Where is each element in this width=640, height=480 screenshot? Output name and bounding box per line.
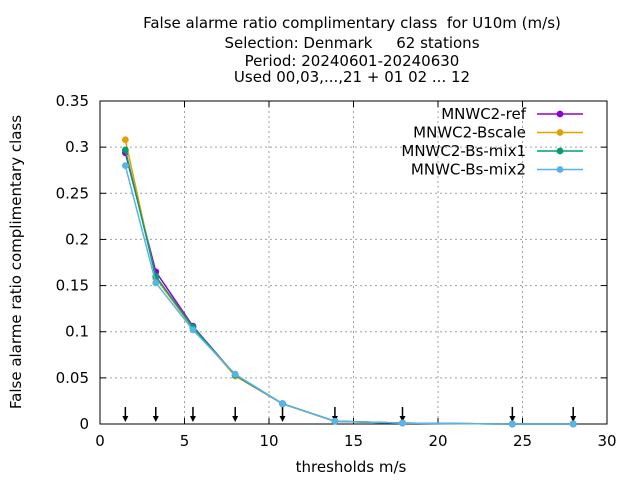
data-point [152, 279, 160, 287]
legend-entry: MNWC2-Bscale [413, 124, 583, 142]
series-mnwc2-ref [121, 149, 577, 428]
x-tick-label: 0 [95, 432, 105, 450]
y-tick-label: 0.25 [56, 184, 89, 202]
legend-label: MNWC2-Bscale [413, 124, 526, 142]
y-tick-label: 0.35 [56, 92, 89, 110]
x-axis-label: thresholds m/s [296, 458, 407, 476]
x-tick-label: 30 [597, 432, 616, 450]
data-point [231, 370, 239, 378]
series-line [124, 139, 574, 425]
threshold-arrow [399, 407, 406, 422]
legend-label: MNWC2-Bs-mix1 [401, 142, 526, 160]
legend-marker [556, 110, 564, 118]
title-line-3: Period: 20240601-20240630 [244, 52, 460, 70]
series-line [124, 165, 574, 425]
data-point [508, 420, 516, 428]
series-mnwc-bs-mix2 [121, 162, 577, 428]
x-tick-label: 5 [180, 432, 190, 450]
title-line-2: Selection: Denmark 62 stations [224, 34, 480, 52]
x-tick-label: 10 [259, 432, 278, 450]
y-tick-label: 0.3 [65, 138, 89, 156]
threshold-arrow [509, 407, 516, 422]
data-point [121, 146, 129, 154]
series-line [124, 149, 574, 425]
threshold-arrow [122, 407, 129, 422]
threshold-arrow [570, 407, 577, 422]
y-tick-label: 0.1 [65, 323, 89, 341]
threshold-arrow [152, 407, 159, 422]
grid-lines [100, 101, 607, 424]
series-mnwc2-bs-mix1 [121, 146, 577, 428]
x-tick-label: 15 [344, 432, 363, 450]
legend-label: MNWC-Bs-mix2 [411, 161, 526, 179]
series-mnwc2-bscale [121, 136, 577, 428]
threshold-arrow [279, 407, 286, 422]
data-point [189, 326, 197, 334]
legend-label: MNWC2-ref [441, 105, 526, 123]
legend-marker [556, 129, 564, 136]
title-line-1: False alarme ratio complimentary class f… [143, 14, 561, 32]
data-point [399, 419, 406, 427]
x-tick-label: 20 [428, 432, 447, 450]
data-point [121, 136, 129, 144]
data-point [279, 400, 286, 408]
legend-entry: MNWC2-ref [441, 105, 583, 123]
data-point [121, 162, 129, 170]
y-tick-label: 0.15 [56, 277, 89, 295]
data-point [331, 417, 339, 425]
y-axis-label: False alarme ratio complimentary class [7, 115, 25, 409]
x-tick-label: 25 [513, 432, 532, 450]
legend-marker [556, 147, 564, 155]
legend-marker [556, 166, 564, 173]
title-line-4: Used 00,03,...,21 + 01 02 ... 12 [233, 68, 471, 86]
axis-ticks: 0 5 10 15 20 25 30 0 0.05 0.1 0.15 0.2 0.25 0.3 0.35 [56, 92, 617, 450]
y-tick-label: 0.2 [65, 230, 89, 248]
data-point [569, 420, 577, 428]
threshold-arrow [232, 407, 239, 422]
legend: MNWC2-refMNWC2-BscaleMNWC2-Bs-mix1MNWC-B… [401, 105, 583, 179]
series-lines [121, 136, 577, 428]
threshold-arrow [189, 407, 196, 422]
y-tick-label: 0 [79, 415, 89, 433]
legend-entry: MNWC-Bs-mix2 [411, 161, 583, 179]
threshold-arrows [122, 407, 577, 422]
legend-entry: MNWC2-Bs-mix1 [401, 142, 583, 160]
y-tick-label: 0.05 [56, 369, 89, 387]
